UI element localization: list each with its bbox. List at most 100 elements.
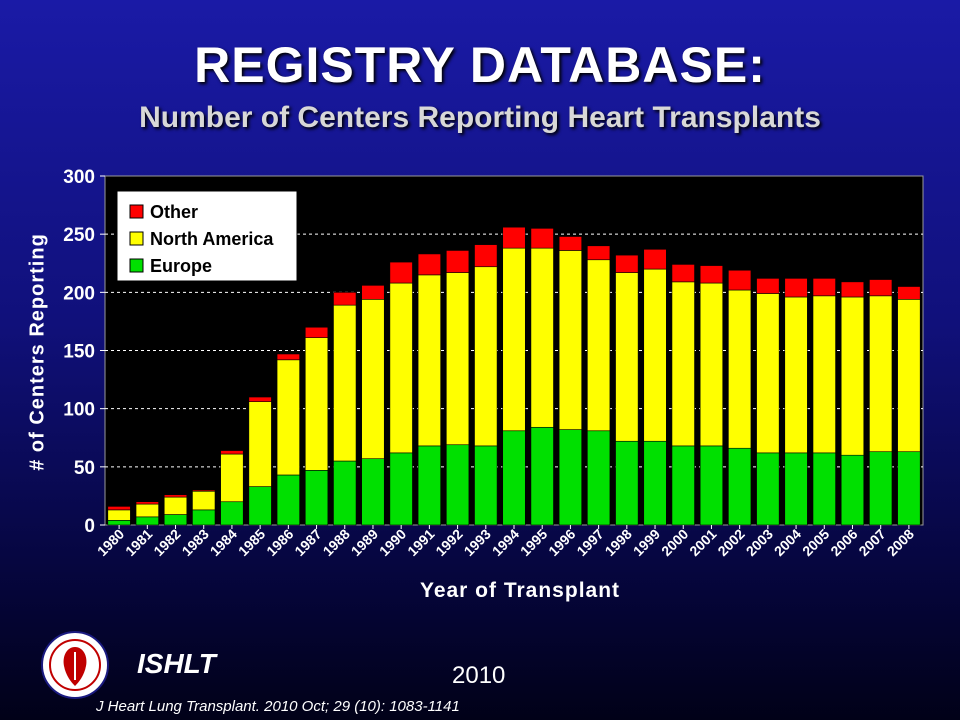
- bar-north-america-2004: [784, 296, 808, 454]
- bar-north-america-1986: [276, 359, 300, 476]
- bar-europe-1982: [163, 514, 188, 526]
- ishlt-seal-icon: [41, 631, 109, 699]
- bar-north-america-1994: [502, 247, 526, 432]
- bar-north-america-1988: [333, 304, 357, 462]
- bar-europe-2006: [840, 454, 865, 526]
- page-title: REGISTRY DATABASE:: [194, 37, 766, 93]
- legend-box: [116, 190, 298, 282]
- bar-north-america-1983: [192, 490, 216, 511]
- bar-europe-2000: [671, 445, 695, 526]
- bar-europe-1985: [248, 486, 272, 526]
- x-tick-label: 1982: [150, 526, 183, 559]
- bar-north-america-1989: [361, 299, 385, 459]
- bar-north-america-1999: [643, 268, 667, 442]
- x-axis-title: Year of Transplant: [419, 579, 621, 602]
- bar-north-america-1991: [417, 274, 441, 447]
- bar-other-1992: [446, 250, 470, 273]
- bars: [107, 226, 921, 526]
- bar-europe-1980: [107, 520, 131, 526]
- bar-europe-2008: [897, 451, 921, 526]
- bar-north-america-2005: [812, 295, 836, 454]
- legend-label-other: Other: [150, 202, 198, 222]
- x-tick-label: 2003: [743, 526, 776, 559]
- bar-other-2007: [869, 279, 893, 297]
- bar-other-1985: [248, 396, 272, 402]
- bar-europe-1992: [446, 444, 470, 526]
- bar-europe-1997: [587, 430, 611, 526]
- bar-europe-1999: [643, 440, 667, 526]
- bar-other-1988: [333, 292, 357, 306]
- bar-other-1989: [361, 285, 385, 300]
- bar-other-1998: [615, 254, 639, 273]
- bar-north-america-1982: [163, 496, 188, 515]
- bar-europe-1991: [417, 445, 441, 526]
- x-tick-label: 2001: [686, 526, 719, 559]
- y-axis: 0 50 100 150 200 250 300: [63, 167, 105, 537]
- bar-europe-1988: [333, 460, 357, 526]
- bar-europe-2007: [869, 451, 893, 526]
- bar-other-1983: [192, 489, 216, 492]
- x-tick-label: 1980: [94, 526, 127, 559]
- bar-other-1993: [474, 244, 498, 268]
- bar-other-2006: [840, 281, 865, 298]
- x-tick-label: 1996: [545, 526, 578, 559]
- bar-north-america-2006: [840, 296, 865, 456]
- bar-other-2004: [784, 278, 808, 298]
- x-tick-label: 1985: [235, 526, 268, 559]
- page-subtitle: Number of Centers Reporting Heart Transp…: [139, 101, 821, 134]
- bar-other-1987: [304, 326, 329, 339]
- bar-europe-2005: [812, 452, 836, 526]
- organization-label: ISHLT: [137, 648, 216, 679]
- y-tick-label: 50: [74, 458, 95, 479]
- x-tick-label: 2002: [714, 526, 747, 559]
- bar-other-1994: [502, 226, 526, 249]
- bar-other-2001: [699, 265, 724, 284]
- bar-north-america-1996: [558, 250, 582, 430]
- x-tick-label: 2004: [771, 526, 804, 559]
- bar-other-1990: [389, 261, 413, 284]
- bar-north-america-1984: [220, 453, 244, 503]
- bar-europe-1995: [530, 426, 554, 526]
- bar-europe-1989: [361, 458, 385, 526]
- bar-europe-2003: [756, 452, 780, 526]
- bar-other-1980: [107, 506, 131, 511]
- y-tick-label: 300: [63, 167, 95, 188]
- x-tick-label: 1988: [320, 526, 353, 559]
- bar-north-america-2003: [756, 293, 780, 454]
- bar-europe-1990: [389, 452, 413, 526]
- x-tick-label: 2006: [827, 526, 860, 559]
- y-tick-label: 250: [63, 225, 95, 246]
- bar-north-america-1992: [446, 272, 470, 446]
- legend-label-europe: Europe: [150, 256, 212, 276]
- legend-swatch-europe: [129, 258, 144, 273]
- x-tick-label: 1991: [404, 526, 437, 559]
- bar-other-1999: [643, 248, 667, 270]
- citation: J Heart Lung Transplant. 2010 Oct; 29 (1…: [96, 698, 460, 715]
- x-tick-label: 1998: [602, 526, 635, 559]
- y-tick-label: 200: [63, 283, 95, 304]
- bar-other-1996: [558, 236, 582, 251]
- bar-other-1986: [276, 353, 300, 361]
- y-tick-label: 0: [84, 516, 95, 537]
- bar-north-america-1998: [615, 272, 639, 442]
- x-tick-label: 1997: [573, 526, 606, 559]
- x-tick-label: 1994: [489, 526, 522, 559]
- bar-europe-1987: [304, 470, 329, 526]
- y-tick-label: 100: [63, 400, 95, 421]
- x-tick-label: 1989: [348, 526, 381, 559]
- x-axis: 1980198119821983198419851986198719881989…: [94, 525, 917, 559]
- x-tick-label: 1999: [630, 526, 663, 559]
- bar-north-america-2008: [897, 299, 921, 453]
- x-tick-label: 1983: [179, 526, 212, 559]
- x-tick-label: 1987: [291, 526, 324, 559]
- bar-north-america-2001: [699, 282, 724, 447]
- bar-other-2008: [897, 286, 921, 300]
- bar-europe-1996: [558, 429, 582, 526]
- bar-north-america-1993: [474, 266, 498, 447]
- bar-north-america-2007: [869, 295, 893, 453]
- bar-other-1991: [417, 253, 441, 276]
- bar-europe-1986: [276, 474, 300, 526]
- x-tick-label: 1984: [207, 526, 240, 559]
- legend-swatch-north-america: [129, 231, 144, 246]
